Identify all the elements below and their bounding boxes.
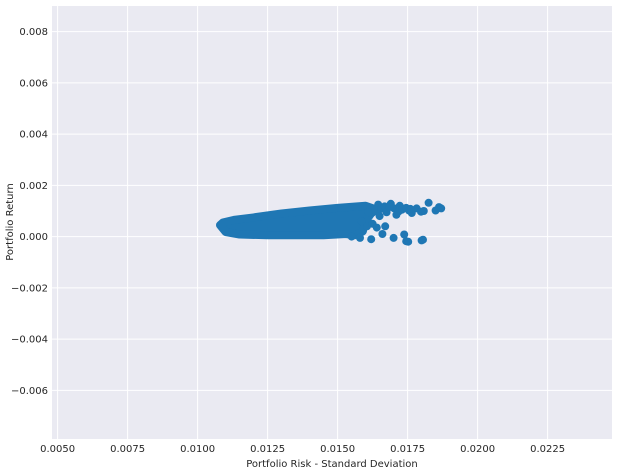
y-tick-label: −0.004 [11, 335, 48, 346]
x-tick-label: 0.0175 [390, 444, 425, 455]
x-tick-label: 0.0075 [110, 444, 145, 455]
y-tick-label: 0.000 [19, 232, 48, 243]
y-tick-label: 0.002 [19, 181, 48, 192]
scatter-point [406, 204, 415, 213]
x-tick-label: 0.0100 [180, 444, 215, 455]
y-tick-labels: −0.006 −0.004 −0.002 0.000 0.002 0.004 0.006 0.… [11, 27, 48, 397]
scatter-point [404, 237, 413, 246]
y-tick-label: 0.006 [19, 78, 48, 89]
scatter-point [356, 233, 364, 242]
scatter-point [375, 212, 384, 221]
scatter-point [378, 230, 387, 238]
x-tick-label: 0.0125 [250, 444, 285, 455]
x-tick-label: 0.0225 [530, 444, 565, 455]
scatter-point [424, 198, 433, 207]
scatter-point [372, 223, 381, 232]
scatter-point [419, 207, 428, 215]
scatter-point [364, 208, 373, 217]
scatter-point [367, 235, 376, 244]
y-axis-label: Portfolio Return [5, 183, 16, 261]
x-tick-label: 0.0050 [40, 444, 75, 455]
scatter-point [385, 203, 394, 212]
scatter-point [400, 230, 409, 239]
x-tick-label: 0.0150 [320, 444, 355, 455]
x-tick-label: 0.0200 [460, 444, 495, 455]
scatter-point [419, 235, 427, 244]
scatter-point [437, 204, 446, 213]
scatter-point [381, 222, 390, 231]
y-tick-label: −0.006 [11, 386, 48, 397]
scatter-point [347, 232, 356, 241]
scatter-point [389, 233, 398, 242]
grid-lines [52, 6, 612, 439]
scatter-point [357, 217, 366, 226]
dense-point-cloud [216, 201, 381, 240]
dense-region [216, 201, 381, 240]
y-tick-label: −0.002 [11, 283, 48, 294]
scatter-point [392, 210, 401, 219]
x-tick-labels: 0.0050 0.0075 0.0100 0.0125 0.0150 0.0175 0.02… [40, 444, 565, 455]
scatter-points [347, 198, 446, 246]
x-axis-label: Portfolio Risk - Standard Deviation [246, 459, 418, 470]
y-tick-label: 0.004 [19, 130, 48, 141]
y-tick-label: 0.008 [19, 27, 48, 38]
